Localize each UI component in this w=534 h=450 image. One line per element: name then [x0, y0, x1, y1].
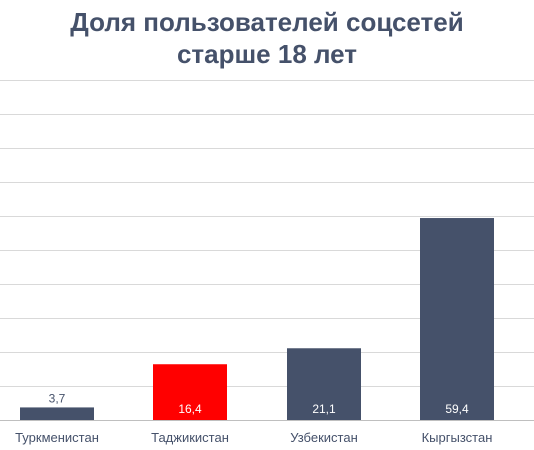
bars [20, 218, 494, 420]
chart-title-line-1: Доля пользователей соцсетей [70, 7, 464, 37]
bar [153, 364, 227, 420]
chart-title: Доля пользователей соцсетей старше 18 ле… [0, 6, 534, 70]
category-label: Таджикистан [151, 430, 229, 445]
bar [287, 348, 361, 420]
data-label: 59,4 [445, 402, 469, 416]
category-label: Кыргызстан [422, 430, 493, 445]
chart-title-line-2: старше 18 лет [176, 39, 358, 69]
data-label: 3,7 [49, 391, 66, 405]
bar [20, 407, 94, 420]
data-label: 21,1 [312, 402, 336, 416]
data-labels: 3,7 16,4 21,1 59,4 [49, 391, 469, 416]
data-label: 16,4 [178, 402, 202, 416]
category-label: Туркменистан [15, 430, 99, 445]
bar [420, 218, 494, 420]
category-label: Узбекистан [290, 430, 358, 445]
category-labels: Туркменистан Таджикистан Узбекистан Кыргызс… [15, 430, 492, 445]
